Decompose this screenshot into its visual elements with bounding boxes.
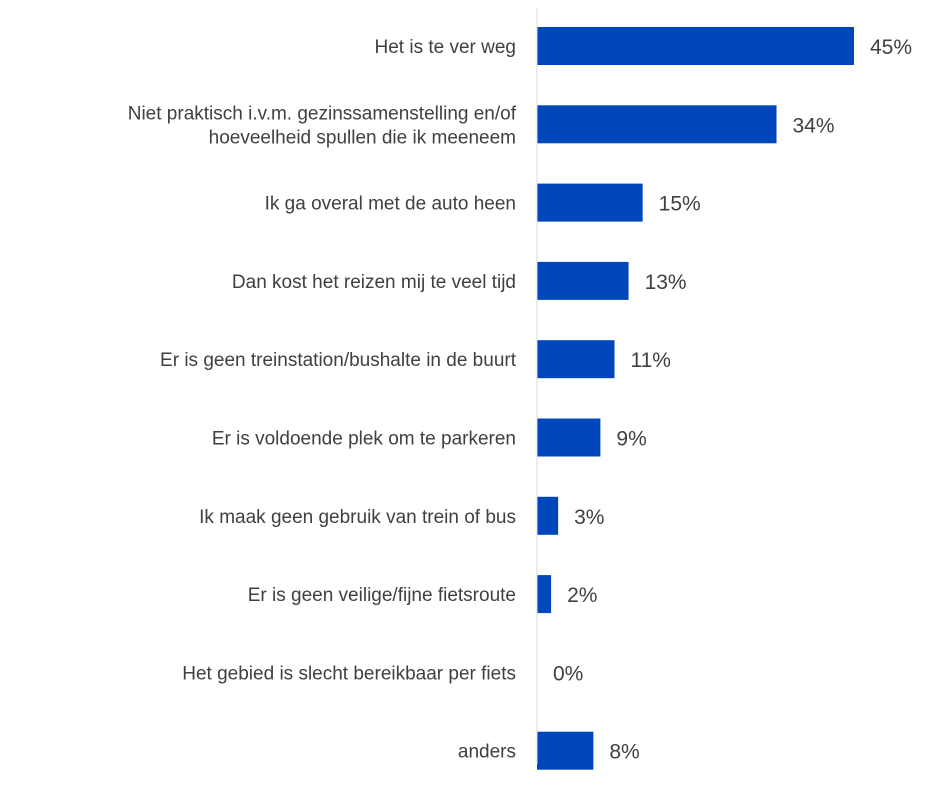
category-label: Er is voldoende plek om te parkeren: [212, 429, 516, 450]
bar-group: [537, 27, 854, 770]
bar: [537, 183, 643, 222]
value-label: 3%: [574, 506, 604, 529]
value-label: 9%: [616, 428, 646, 451]
bar: [537, 731, 594, 770]
value-label: 34%: [793, 114, 835, 137]
category-label: Er is geen veilige/fijne fietsroute: [248, 585, 516, 606]
category-label: Ik ga overal met de auto heen: [265, 194, 516, 215]
bar: [537, 418, 601, 457]
value-label: 13%: [645, 271, 687, 294]
category-labels: Het is te ver weg Niet praktisch i.v.m. g…: [128, 37, 517, 763]
bar: [537, 575, 552, 614]
value-label: 0%: [553, 662, 583, 685]
value-label: 15%: [659, 193, 701, 216]
value-label: 45%: [870, 36, 912, 59]
value-label: 8%: [609, 741, 639, 764]
value-label: 11%: [630, 349, 670, 372]
category-label: Het is te ver weg: [375, 37, 517, 58]
category-label: anders: [458, 742, 516, 763]
value-label: 2%: [567, 584, 597, 607]
category-label: Niet praktisch i.v.m. gezinssamenstellin…: [128, 103, 517, 148]
bar: [537, 27, 854, 65]
bar: [537, 105, 777, 144]
category-label: Ik maak geen gebruik van trein of bus: [199, 507, 516, 528]
category-label: Het gebied is slecht bereikbaar per fiet…: [182, 663, 516, 684]
category-label: Er is geen treinstation/bushalte in de b…: [160, 350, 517, 371]
bar: [537, 340, 615, 379]
bar: [537, 496, 559, 535]
bar: [537, 261, 629, 300]
value-labels: 45% 34% 15% 13% 11% 9% 3% 2% 0% 8%: [553, 36, 912, 764]
category-label: Dan kost het reizen mij te veel tijd: [232, 272, 516, 293]
